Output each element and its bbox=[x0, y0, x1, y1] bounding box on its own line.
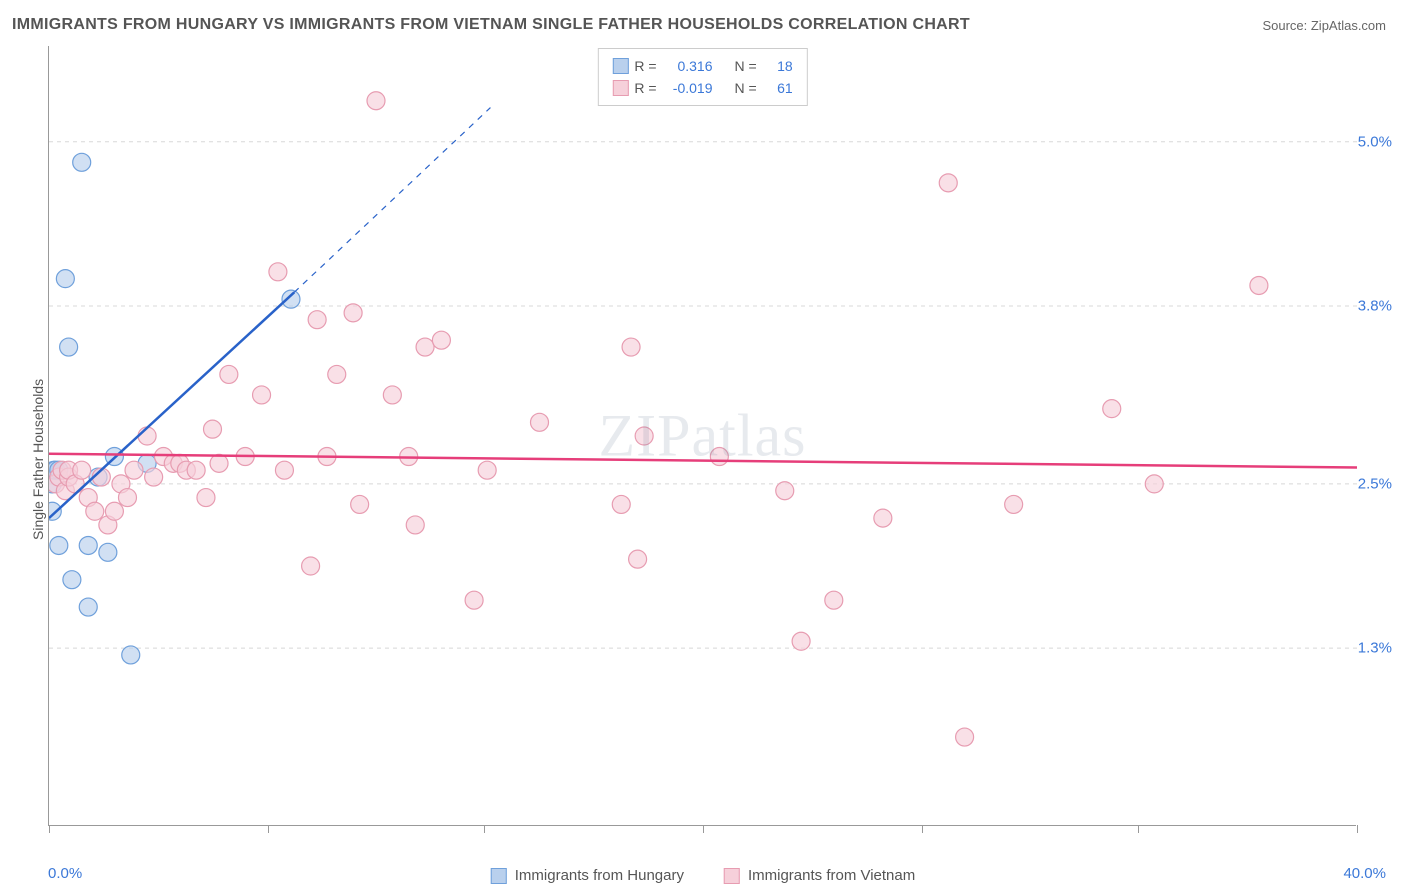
legend-r-label: R = bbox=[634, 80, 656, 96]
x-tick bbox=[1138, 825, 1139, 833]
correlation-legend: R = 0.316 N = 18 R = -0.019 N = 61 bbox=[597, 48, 807, 106]
legend-n-value: 18 bbox=[763, 58, 793, 74]
x-tick bbox=[922, 825, 923, 833]
chart-title: IMMIGRANTS FROM HUNGARY VS IMMIGRANTS FR… bbox=[12, 16, 970, 34]
legend-r-label: R = bbox=[634, 58, 656, 74]
y-axis-label: Single Father Households bbox=[30, 379, 46, 540]
y-tick-label: 5.0% bbox=[1358, 133, 1392, 150]
legend-n-label: N = bbox=[735, 58, 757, 74]
scatter-svg bbox=[49, 46, 1357, 826]
y-tick-label: 2.5% bbox=[1358, 475, 1392, 492]
series-legend-label: Immigrants from Hungary bbox=[515, 867, 684, 884]
legend-row: R = 0.316 N = 18 bbox=[612, 55, 792, 77]
x-tick bbox=[49, 825, 50, 833]
legend-n-label: N = bbox=[735, 80, 757, 96]
source-attribution: Source: ZipAtlas.com bbox=[1262, 18, 1386, 33]
legend-row: R = -0.019 N = 61 bbox=[612, 77, 792, 99]
source-label: Source: bbox=[1262, 18, 1310, 33]
legend-swatch-icon bbox=[612, 80, 628, 96]
y-tick-label: 3.8% bbox=[1358, 298, 1392, 315]
x-axis-min-label: 0.0% bbox=[48, 865, 82, 882]
series-legend-item: Immigrants from Hungary bbox=[491, 867, 684, 884]
y-tick-label: 1.3% bbox=[1358, 640, 1392, 657]
source-value: ZipAtlas.com bbox=[1311, 18, 1386, 33]
x-tick bbox=[1357, 825, 1358, 833]
x-axis-max-label: 40.0% bbox=[1343, 865, 1386, 882]
chart-plot-area: ZIPatlas R = 0.316 N = 18 R = -0.019 N =… bbox=[48, 46, 1356, 826]
series-legend-label: Immigrants from Vietnam bbox=[748, 867, 915, 884]
legend-swatch-icon bbox=[491, 868, 507, 884]
legend-swatch-icon bbox=[724, 868, 740, 884]
series-legend-item: Immigrants from Vietnam bbox=[724, 867, 915, 884]
series-legend: Immigrants from Hungary Immigrants from … bbox=[491, 867, 916, 884]
legend-r-value: 0.316 bbox=[663, 58, 713, 74]
legend-n-value: 61 bbox=[763, 80, 793, 96]
x-tick bbox=[268, 825, 269, 833]
legend-r-value: -0.019 bbox=[663, 80, 713, 96]
x-tick bbox=[484, 825, 485, 833]
x-tick bbox=[703, 825, 704, 833]
legend-swatch-icon bbox=[612, 58, 628, 74]
